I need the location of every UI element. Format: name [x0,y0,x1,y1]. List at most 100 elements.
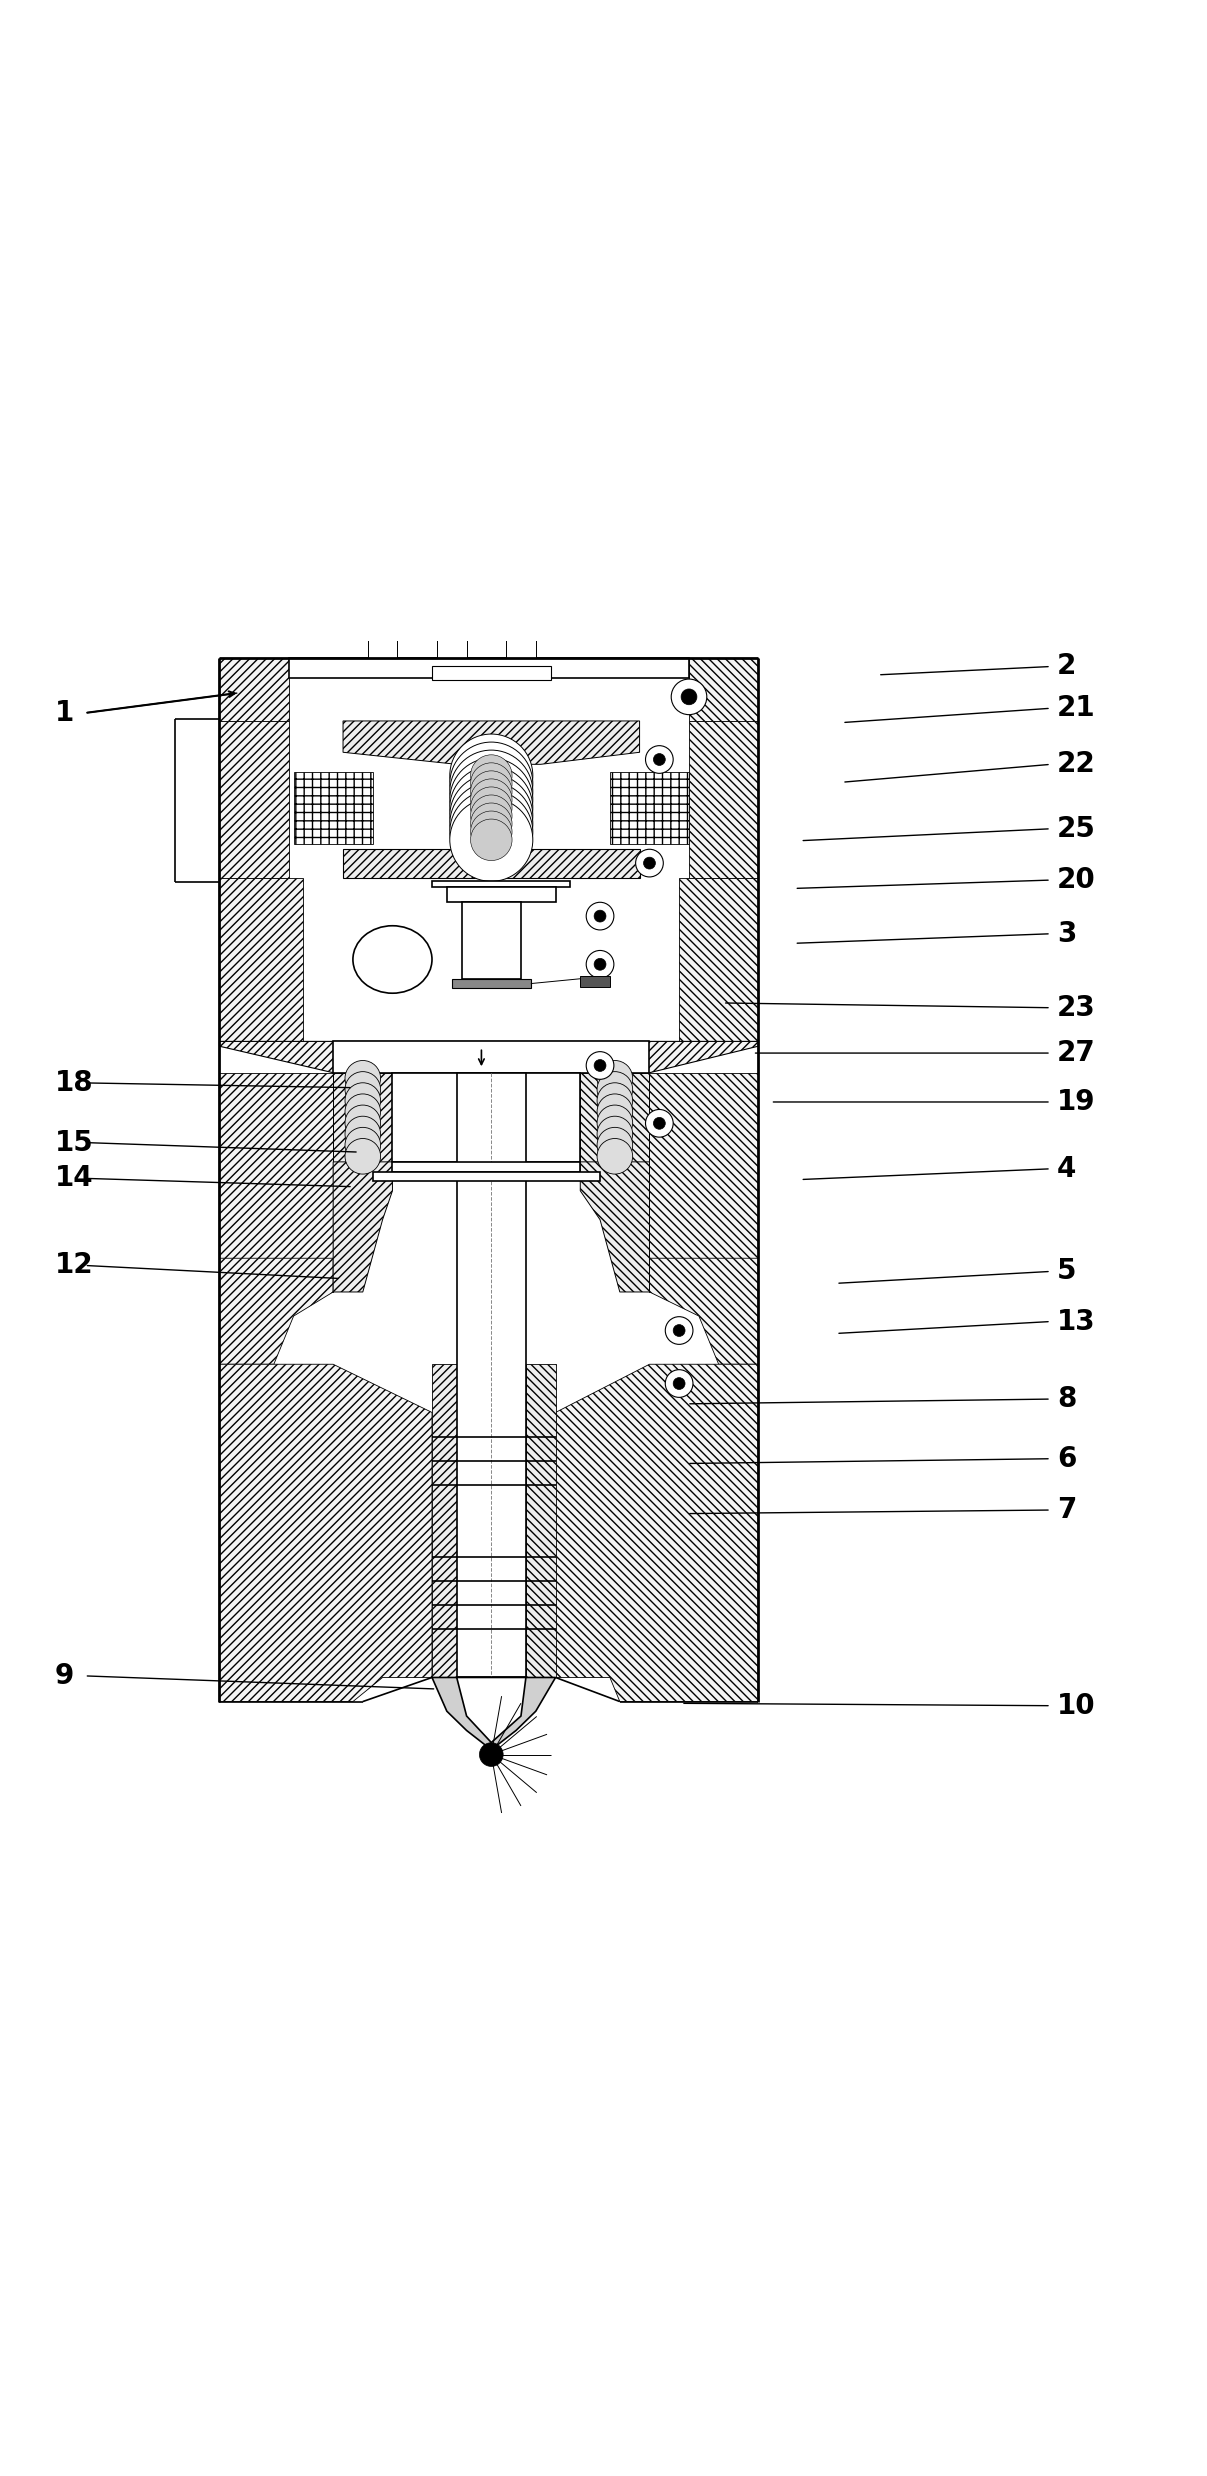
Polygon shape [689,659,758,721]
Circle shape [653,753,665,765]
Circle shape [450,743,532,825]
Text: 5: 5 [1057,1258,1077,1285]
Circle shape [636,849,664,877]
Circle shape [450,765,532,849]
Circle shape [471,787,512,829]
Bar [451,978,531,988]
Bar [432,666,550,681]
Circle shape [646,745,674,773]
Circle shape [345,1104,380,1141]
Text: 7: 7 [1057,1496,1077,1525]
Circle shape [587,901,614,931]
Bar [343,849,640,877]
Text: 25: 25 [1057,815,1096,842]
Polygon shape [456,1676,526,1743]
Bar [392,1072,581,1161]
Text: 15: 15 [54,1129,93,1156]
Circle shape [646,1109,674,1136]
Circle shape [450,797,532,881]
Circle shape [594,1060,606,1072]
Polygon shape [220,1042,758,1072]
Bar [447,886,555,901]
Polygon shape [333,1042,649,1072]
Circle shape [597,1094,632,1129]
Text: 22: 22 [1057,750,1096,777]
Polygon shape [220,659,288,721]
Circle shape [345,1094,380,1129]
Polygon shape [220,721,288,877]
Circle shape [597,1082,632,1119]
Circle shape [597,1060,632,1097]
Circle shape [450,782,532,864]
Circle shape [479,1743,503,1765]
Polygon shape [689,721,758,877]
Circle shape [345,1060,380,1097]
Polygon shape [432,1676,555,1751]
Polygon shape [526,1364,555,1676]
Text: 8: 8 [1057,1384,1077,1414]
Text: 20: 20 [1057,867,1096,894]
Bar [437,639,467,659]
Circle shape [597,1104,632,1141]
Circle shape [597,1139,632,1174]
Text: 10: 10 [1057,1691,1096,1721]
Polygon shape [581,1161,649,1292]
Circle shape [471,820,512,862]
Circle shape [597,1072,632,1107]
Text: 19: 19 [1057,1087,1096,1117]
Polygon shape [432,1364,456,1676]
Circle shape [471,812,512,852]
Polygon shape [333,1161,392,1292]
Text: 23: 23 [1057,993,1096,1023]
Circle shape [471,780,512,820]
Polygon shape [220,1364,432,1701]
Circle shape [345,1072,380,1107]
Circle shape [587,951,614,978]
Bar [461,901,521,978]
Bar [432,881,571,886]
Circle shape [681,688,696,706]
Polygon shape [220,1258,333,1364]
Polygon shape [649,1072,758,1292]
Circle shape [471,755,512,797]
Text: 1: 1 [54,698,74,728]
Bar [373,1171,600,1181]
Text: 27: 27 [1057,1040,1096,1067]
Polygon shape [649,1258,758,1364]
Polygon shape [555,1364,758,1701]
Circle shape [450,733,532,817]
Circle shape [450,790,532,874]
Circle shape [345,1117,380,1151]
Polygon shape [343,721,640,765]
Circle shape [597,1117,632,1151]
Circle shape [450,750,532,832]
Bar [581,976,610,988]
Circle shape [345,1127,380,1164]
Text: 14: 14 [54,1164,93,1193]
Text: 18: 18 [54,1070,93,1097]
Circle shape [471,802,512,844]
Circle shape [471,770,512,812]
Circle shape [643,857,655,869]
Circle shape [345,1082,380,1119]
Polygon shape [680,877,758,1042]
Text: 13: 13 [1057,1307,1096,1335]
Circle shape [345,1139,380,1174]
Polygon shape [610,773,689,844]
Polygon shape [220,877,303,1042]
Circle shape [450,758,532,842]
Text: 12: 12 [54,1250,93,1280]
Text: 6: 6 [1057,1444,1077,1473]
Circle shape [471,795,512,837]
Circle shape [471,763,512,805]
Bar [392,1161,581,1171]
Polygon shape [220,1072,333,1292]
Circle shape [597,1127,632,1164]
Bar [368,639,397,659]
Circle shape [671,678,707,716]
Bar [506,639,536,659]
Text: 2: 2 [1057,654,1077,681]
Circle shape [653,1117,665,1129]
Bar [456,1072,526,1676]
Circle shape [594,958,606,971]
